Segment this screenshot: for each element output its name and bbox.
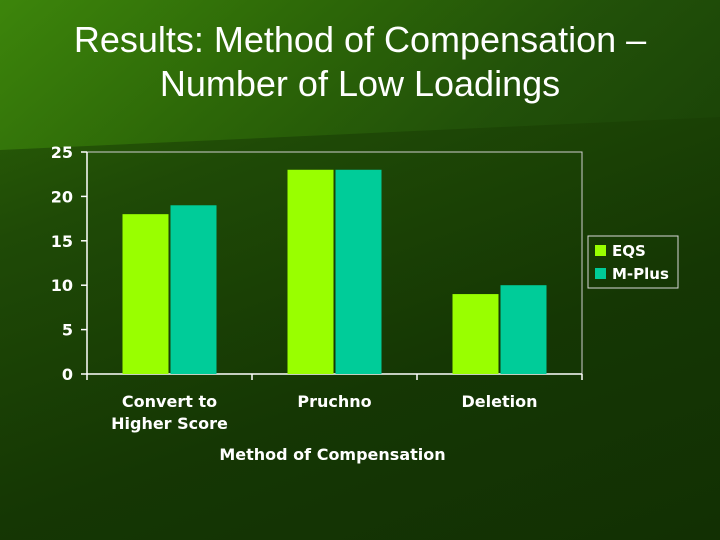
y-tick-label-3: 15 bbox=[51, 232, 73, 251]
x-axis-title: Method of Compensation bbox=[219, 445, 445, 464]
legend-swatch-0 bbox=[595, 245, 606, 256]
legend-swatch-1 bbox=[595, 268, 606, 279]
y-tick-label-2: 10 bbox=[51, 276, 73, 295]
legend-label-0: EQS bbox=[612, 242, 646, 260]
x-category-label-1: Pruchno bbox=[297, 392, 371, 411]
bar-m-plus-0 bbox=[170, 205, 217, 374]
x-category-label-1-line-0: Pruchno bbox=[297, 392, 371, 411]
y-tick-label-5: 25 bbox=[51, 143, 73, 162]
bar-eqs-2 bbox=[452, 294, 499, 374]
y-tick-label-4: 20 bbox=[51, 187, 73, 206]
y-tick-label-0: 0 bbox=[62, 365, 73, 384]
bar-eqs-1 bbox=[287, 169, 334, 374]
bar-eqs-0 bbox=[122, 214, 169, 374]
legend-label-1: M-Plus bbox=[612, 265, 669, 283]
x-category-label-2-line-0: Deletion bbox=[462, 392, 538, 411]
x-category-label-0-line-1: Higher Score bbox=[111, 414, 228, 433]
x-category-label-0-line-0: Convert to bbox=[122, 392, 217, 411]
x-category-label-0: Convert to Higher Score bbox=[111, 392, 228, 433]
slide-title-line-1: Results: Method of Compensation – bbox=[73, 19, 647, 60]
x-category-label-2: Deletion bbox=[462, 392, 538, 411]
slide-title-line-2: Number of Low Loadings bbox=[159, 63, 561, 104]
bar-m-plus-2 bbox=[500, 285, 547, 374]
slide-title: Results: Method of Compensation – Number… bbox=[0, 18, 720, 106]
bar-m-plus-1 bbox=[335, 169, 382, 374]
y-tick-label-1: 5 bbox=[62, 321, 73, 340]
legend-box bbox=[587, 235, 679, 289]
